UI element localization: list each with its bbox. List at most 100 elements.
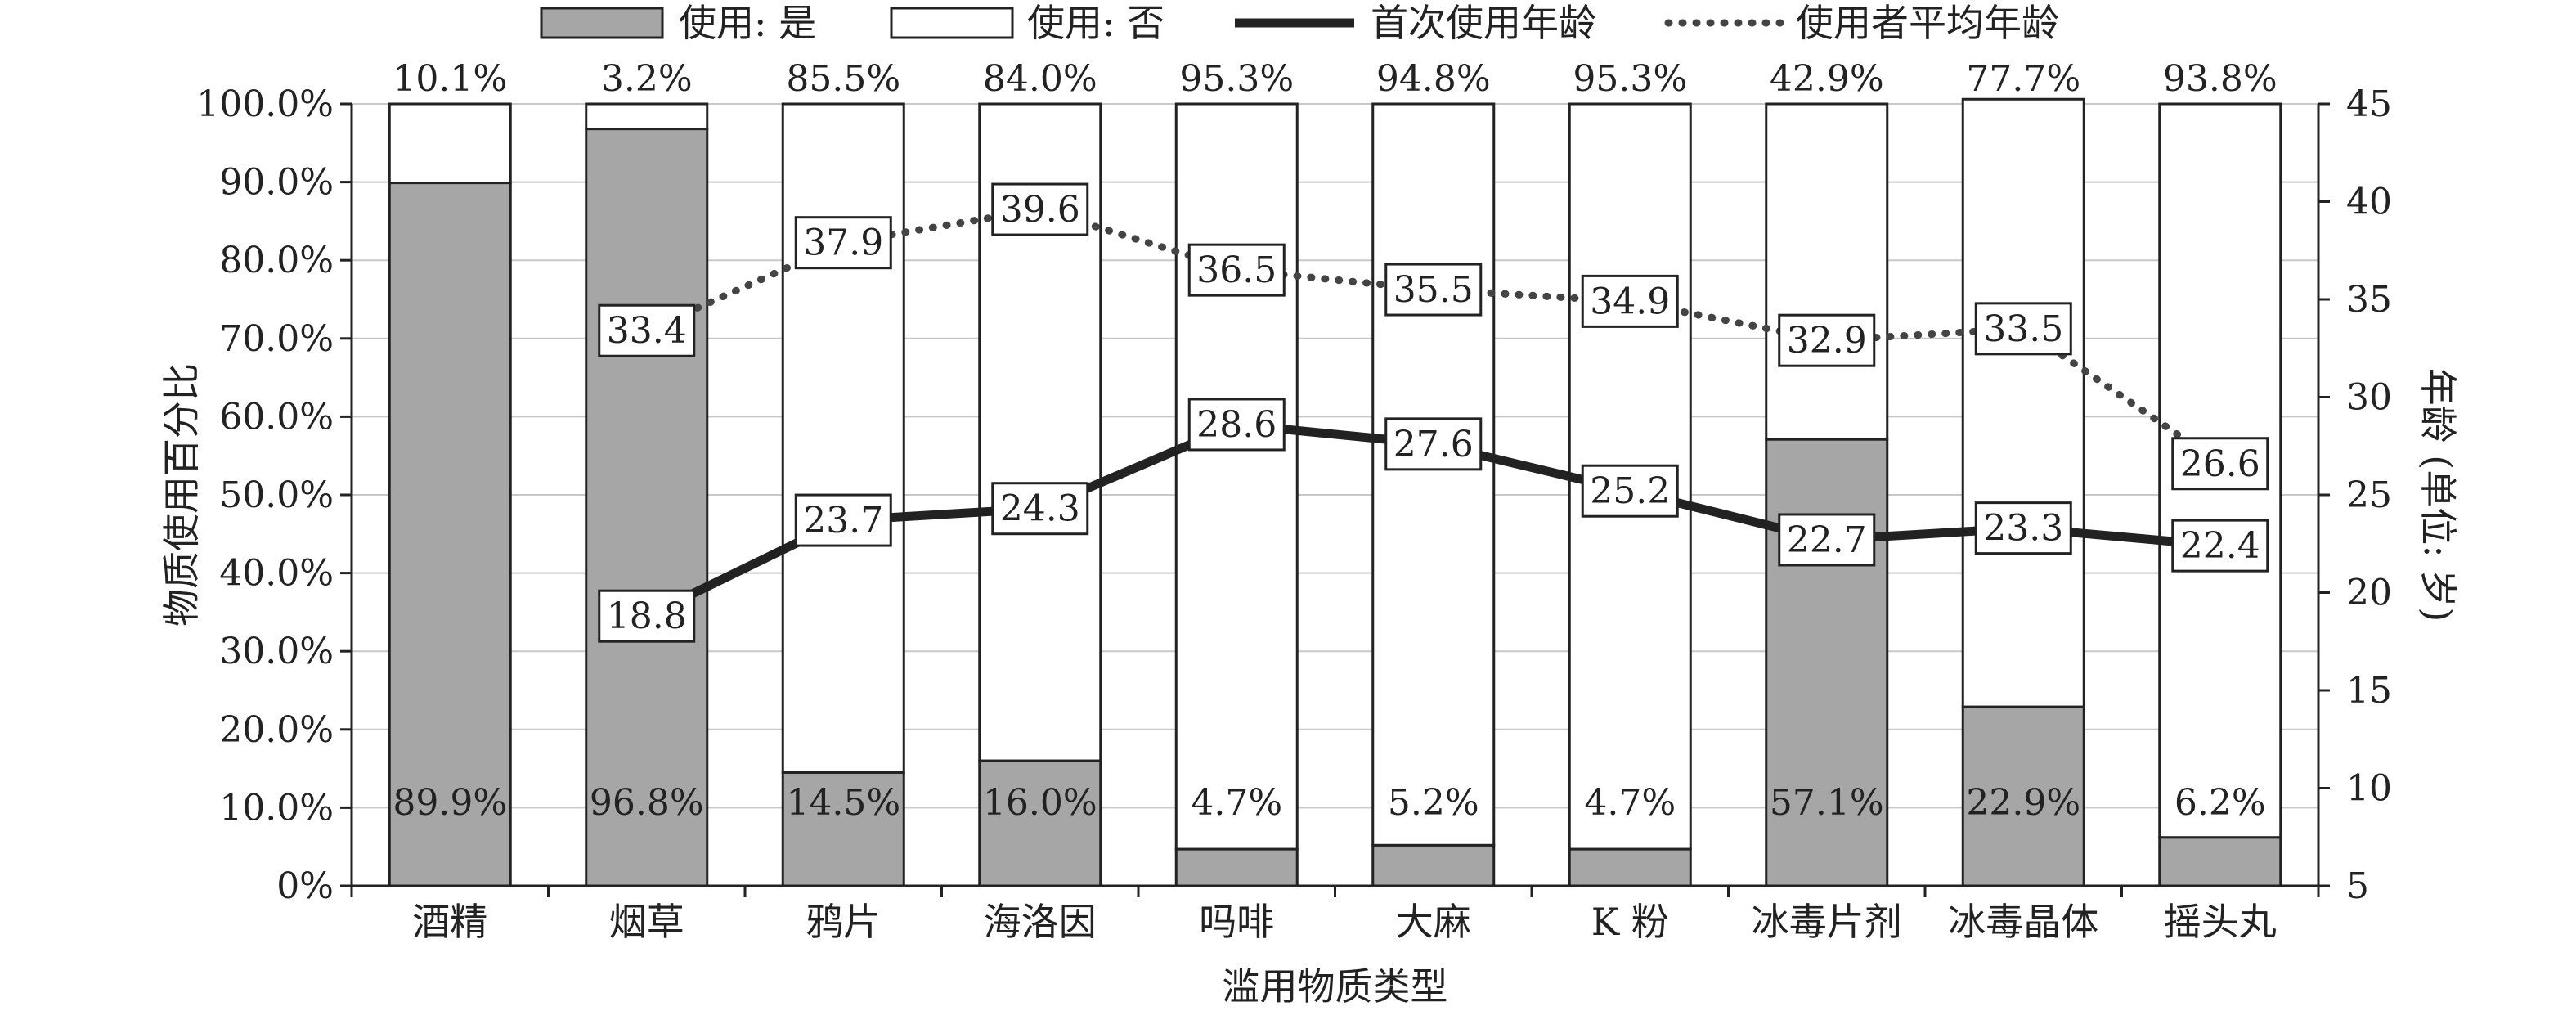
bar-value-label: 14.5% (786, 782, 900, 824)
legend-swatch (890, 7, 1014, 39)
legend-swatch (540, 7, 664, 39)
bar-segment (1961, 97, 2085, 708)
y2-tick-label: 20 (2346, 573, 2392, 614)
bar-segment (978, 759, 1102, 887)
y2-tick-label: 25 (2346, 474, 2392, 516)
x-axis-title: 滥用物质类型 (1223, 964, 1448, 1009)
x-tick-label: 冰毒晶体 (1948, 900, 2098, 944)
bar-top-label: 95.3% (1179, 58, 1294, 100)
line-value-label: 24.3 (1000, 488, 1080, 530)
x-tick-label: 摇头丸 (2164, 900, 2277, 944)
line-value-label: 35.5 (1393, 269, 1474, 311)
bar-segment (388, 102, 512, 185)
y-tick-label: 80.0% (219, 240, 334, 281)
bar-value-label: 96.8% (590, 782, 704, 824)
bar-segment (585, 128, 709, 887)
bar-segment (1765, 102, 1889, 441)
y-tick-label: 10.0% (219, 787, 334, 829)
line-value-box (2171, 519, 2269, 573)
bar-top-label: 93.8% (2163, 58, 2278, 100)
line-value-box (1187, 243, 1286, 297)
bar-value-label: 4.7% (1584, 782, 1676, 824)
legend-label: 首次使用年龄 (1371, 1, 1596, 45)
legend-label: 使用者平均年龄 (1796, 1, 2059, 45)
legend-label: 使用: 否 (1027, 1, 1165, 45)
y-tick-label: 20.0% (219, 709, 334, 751)
y2-axis-title: 年龄 (单位: 岁) (2416, 368, 2460, 622)
y-tick-label: 30.0% (219, 631, 334, 672)
bar-value-label: 89.9% (393, 782, 507, 824)
line-value-label: 32.9 (1787, 320, 1867, 362)
line-value-label: 27.6 (1393, 424, 1474, 465)
bar-value-label: 22.9% (1966, 782, 2080, 824)
y2-tick-label: 5 (2346, 865, 2369, 907)
line-value-label: 22.4 (2180, 525, 2260, 567)
line-value-box (1974, 302, 2072, 356)
bar-segment (1371, 843, 1496, 887)
bar-segment (2158, 836, 2282, 887)
x-tick-label: 酒精 (412, 900, 487, 944)
bar-value-label: 57.1% (1770, 782, 1884, 824)
line-value-box (1974, 501, 2072, 555)
x-tick-label: 吗啡 (1199, 900, 1274, 944)
bar-top-label: 42.9% (1770, 58, 1884, 100)
y-tick-label: 70.0% (219, 318, 334, 360)
bar-segment (781, 771, 905, 887)
bar-top-label: 95.3% (1573, 58, 1687, 100)
bar-top-label: 77.7% (1966, 58, 2080, 100)
line-value-box (1187, 398, 1286, 452)
bar-value-label: 5.2% (1388, 782, 1479, 824)
line-value-box (598, 303, 696, 357)
y-tick-label: 0% (276, 865, 334, 907)
bar-segment (1174, 847, 1299, 887)
line-value-label: 36.5 (1196, 249, 1277, 291)
line-value-box (794, 493, 892, 547)
y-axis-title: 物质使用百分比 (159, 363, 204, 627)
line-value-box (598, 589, 696, 643)
bar-top-label: 3.2% (601, 58, 693, 100)
x-tick-label: 海洛因 (984, 900, 1097, 944)
x-tick-label: K 粉 (1591, 900, 1669, 944)
line-value-label: 18.8 (607, 595, 687, 637)
y-tick-label: 60.0% (219, 396, 334, 438)
bar-value-label: 4.7% (1191, 782, 1282, 824)
y2-tick-label: 30 (2346, 377, 2392, 419)
y2-tick-label: 35 (2346, 279, 2392, 321)
bar-value-label: 6.2% (2174, 782, 2266, 824)
x-tick-label: 鸦片 (806, 900, 881, 944)
x-tick-label: 烟草 (609, 900, 684, 944)
y2-tick-label: 15 (2346, 670, 2392, 712)
y-tick-label: 50.0% (219, 474, 334, 516)
bar-segment (585, 102, 709, 131)
line-value-label: 34.9 (1590, 281, 1670, 322)
y-tick-label: 100.0% (196, 83, 334, 125)
bar-segment (781, 102, 905, 774)
y2-tick-label: 45 (2346, 83, 2392, 125)
line-value-label: 23.3 (1983, 508, 2063, 550)
bar-top-label: 94.8% (1376, 58, 1491, 100)
bar-top-label: 10.1% (393, 58, 507, 100)
y-tick-label: 40.0% (219, 553, 334, 595)
line-value-label: 33.5 (1983, 308, 2063, 350)
line-value-label: 33.4 (607, 310, 687, 352)
bar-segment (388, 182, 512, 887)
x-tick-label: 冰毒片剂 (1752, 900, 1902, 944)
bar-segment (1568, 847, 1692, 887)
line-value-box (1778, 513, 1876, 567)
line-value-box (2171, 437, 2269, 491)
y2-tick-label: 10 (2346, 768, 2392, 810)
line-value-box (1778, 313, 1876, 367)
bar-value-label: 16.0% (983, 782, 1097, 824)
legend-label: 使用: 是 (679, 1, 816, 45)
bar-segment (1371, 102, 1496, 847)
bar-top-label: 85.5% (786, 58, 900, 100)
line-value-label: 28.6 (1196, 404, 1277, 446)
line-value-label: 37.9 (803, 222, 883, 264)
y2-tick-label: 40 (2346, 182, 2392, 223)
line-value-box (1384, 263, 1483, 317)
line-value-box (1384, 417, 1483, 471)
line-value-box (794, 216, 892, 270)
y-tick-label: 90.0% (219, 162, 334, 204)
line-value-label: 39.6 (1000, 189, 1080, 231)
